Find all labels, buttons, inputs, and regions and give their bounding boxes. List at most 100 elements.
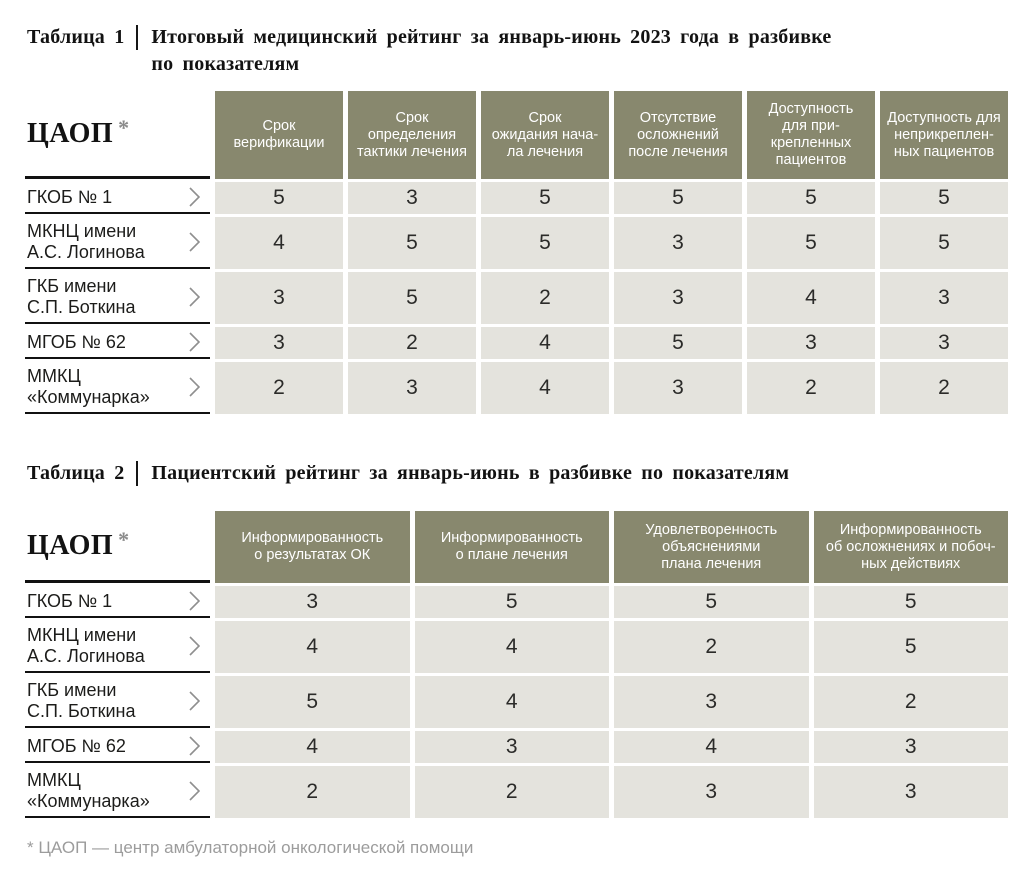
rating-value-cell: 5 [813,621,1008,673]
rating-value-cell: 4 [481,362,609,414]
rating-value-cell: 4 [747,272,875,324]
table-1-caption-label: Таблица 1 [27,26,125,48]
chevron-right-icon [189,287,200,307]
title-divider-bar [136,461,139,486]
rating-value-cell: 3 [348,182,476,214]
row-label-cell: ГКОБ № 1 [25,182,210,214]
rating-value-cell: 2 [414,766,609,818]
rating-value-cell: 5 [481,182,609,214]
chevron-right-icon [189,377,200,397]
rating-value-cell: 5 [614,586,809,618]
chevron-right-icon [189,187,200,207]
column-header: Информированность об осложнениях и побоч… [813,511,1008,583]
row-label-cell: ГКОБ № 1 [25,586,210,618]
column-header: Доступность для при- крепленных пациенто… [747,91,875,179]
column-header: Срок верификации [215,91,343,179]
rating-value-cell: 5 [614,327,742,359]
column-header: Срок определения тактики лечения [348,91,476,179]
table-2-title: Таблица 2 Пациентский рейтинг за январь-… [27,460,1008,487]
column-header: Доступность для неприкреплен- ных пациен… [880,91,1008,179]
rating-value-cell: 2 [215,766,410,818]
table-2-title-text: Пациентский рейтинг за январь-июнь в раз… [151,462,790,484]
rating-value-cell: 3 [614,766,809,818]
row-label: ММКЦ «Коммунарка» [27,770,150,811]
title-divider-bar [136,25,139,50]
row-label: ГКОБ № 1 [27,186,113,207]
rating-value-cell: 3 [614,272,742,324]
table-2-caption-label: Таблица 2 [27,462,125,484]
rating-value-cell: 3 [614,676,809,728]
rating-value-cell: 5 [215,182,343,214]
corner-header-caop: ЦАОП * [25,511,210,583]
chevron-right-icon [189,781,200,801]
rating-value-cell: 3 [813,766,1008,818]
row-label: ММКЦ «Коммунарка» [27,366,150,407]
column-header: Отсутствие осложнений после лечения [614,91,742,179]
row-label: ГКБ имени С.П. Боткина [27,276,136,317]
rating-value-cell: 5 [414,586,609,618]
corner-header-caop: ЦАОП * [25,91,210,179]
rating-value-cell: 2 [747,362,875,414]
row-label-cell: МКНЦ имени А.С. Логинова [25,217,210,269]
row-label-cell: МГОБ № 62 [25,327,210,359]
rating-value-cell: 4 [215,621,410,673]
rating-value-cell: 4 [481,327,609,359]
medical-rating-table: ЦАОП * Срок верификации Срок определения та… [25,91,1008,414]
table-1-title: Таблица 1 Итоговый медицинский рейтинг з… [27,24,1008,78]
column-header: Срок ожидания нача- ла лечения [481,91,609,179]
chevron-right-icon [189,691,200,711]
rating-value-cell: 4 [414,621,609,673]
row-label-cell: МКНЦ имени А.С. Логинова [25,621,210,673]
rating-value-cell: 3 [215,272,343,324]
chevron-right-icon [189,591,200,611]
rating-value-cell: 3 [215,586,410,618]
rating-value-cell: 5 [481,217,609,269]
rating-value-cell: 2 [481,272,609,324]
rating-value-cell: 5 [813,586,1008,618]
rating-value-cell: 3 [747,327,875,359]
row-label: ГКБ имени С.П. Боткина [27,680,136,721]
rating-value-cell: 5 [215,676,410,728]
row-label-cell: ГКБ имени С.П. Боткина [25,272,210,324]
patient-rating-table-section: Таблица 2 Пациентский рейтинг за январь-… [25,460,1008,818]
corner-header-label: ЦАОП [27,117,114,149]
rating-value-cell: 5 [614,182,742,214]
rating-value-cell: 2 [348,327,476,359]
row-label-cell: ММКЦ «Коммунарка» [25,766,210,818]
row-label: МГОБ № 62 [27,331,126,352]
chevron-right-icon [189,232,200,252]
row-label-cell: МГОБ № 62 [25,731,210,763]
asterisk-note-mark: * [118,526,130,552]
rating-value-cell: 4 [414,676,609,728]
rating-value-cell: 2 [215,362,343,414]
row-label: ГКОБ № 1 [27,590,113,611]
rating-value-cell: 3 [880,327,1008,359]
chevron-right-icon [189,636,200,656]
asterisk-note-mark: * [118,114,130,140]
rating-value-cell: 3 [215,327,343,359]
rating-value-cell: 5 [747,182,875,214]
rating-value-cell: 3 [348,362,476,414]
row-label: МКНЦ имени А.С. Логинова [27,625,145,666]
rating-value-cell: 4 [215,731,410,763]
rating-value-cell: 5 [880,217,1008,269]
column-header: Удовлетворенность объяснениями плана леч… [614,511,809,583]
rating-value-cell: 5 [348,217,476,269]
rating-value-cell: 2 [880,362,1008,414]
rating-value-cell: 3 [880,272,1008,324]
column-header: Информированность о результатах ОК [215,511,410,583]
rating-value-cell: 3 [414,731,609,763]
rating-value-cell: 5 [747,217,875,269]
rating-value-cell: 5 [348,272,476,324]
row-label: МКНЦ имени А.С. Логинова [27,221,145,262]
rating-value-cell: 2 [813,676,1008,728]
rating-value-cell: 3 [614,217,742,269]
row-label-cell: ММКЦ «Коммунарка» [25,362,210,414]
patient-rating-table: ЦАОП * Информированность о результатах ОК И… [25,511,1008,818]
column-header: Информированность о плане лечения [414,511,609,583]
rating-value-cell: 2 [614,621,809,673]
chevron-right-icon [189,332,200,352]
rating-value-cell: 4 [215,217,343,269]
corner-header-label: ЦАОП [27,529,114,561]
footnote: * ЦАОП — центр амбулаторной онкологическ… [27,838,474,857]
